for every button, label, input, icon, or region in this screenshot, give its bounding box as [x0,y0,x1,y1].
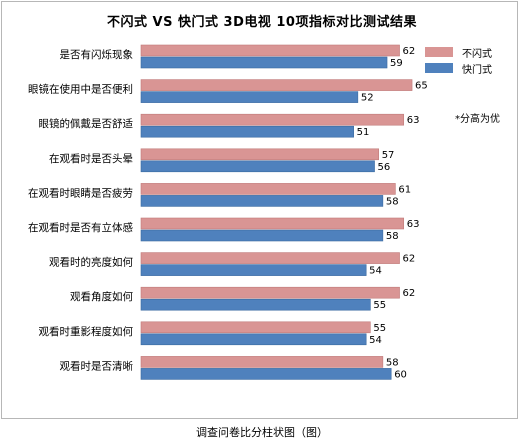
chart-title: 不闪式 VS 快门式 3D电视 10项指标对比测试结果 [107,15,417,30]
value-label-series-1: 58 [386,357,399,368]
bar-series-1 [140,252,400,264]
category-label: 在观看时是否头晕 [49,152,133,165]
bar-series-1 [140,321,371,334]
bar-series-2 [140,333,367,346]
category-label: 是否有闪烁现象 [60,48,134,61]
category-label: 在观看时是否有立体感 [28,221,133,234]
legend-swatch-series-2 [425,63,453,73]
bar-series-2 [140,195,384,207]
bar-series-2 [140,91,359,103]
bar-series-1 [140,44,400,57]
value-label-series-2: 60 [394,369,407,380]
bar-series-2 [140,368,392,380]
value-label-series-1: 55 [373,323,386,334]
bar-series-1 [140,356,384,368]
bar-series-1 [140,217,405,230]
category-label: 眼镜的佩戴是否舒适 [39,117,134,130]
value-label-series-1: 61 [398,184,411,195]
bar-series-2 [140,229,384,242]
value-label-series-1: 57 [382,150,395,161]
bar-series-2 [140,125,354,138]
value-label-series-2: 51 [357,127,370,138]
category-label: 观看时重影程度如何 [39,325,134,338]
legend-label-series-2: 快门式 [462,65,492,76]
bar-series-1 [140,79,413,91]
category-label: 观看时是否清晰 [60,359,134,372]
value-label-series-2: 52 [361,93,374,104]
value-label-series-1: 63 [407,115,420,126]
value-label-series-2: 55 [373,300,386,311]
bar-series-2 [140,298,371,311]
chart-caption: 调查问卷比分柱状图（图） [196,426,328,439]
value-label-series-2: 54 [369,266,382,277]
bar-series-2 [140,160,375,173]
note-higher-is-better: *分高为优 [455,114,500,125]
value-label-series-1: 62 [403,46,416,57]
value-label-series-1: 62 [403,288,416,299]
bar-series-2 [140,264,367,276]
bar-series-1 [140,148,379,161]
category-label: 眼镜在使用中是否便利 [28,83,133,96]
value-label-series-2: 58 [386,196,399,207]
value-label-series-1: 65 [415,81,428,92]
legend-swatch-series-1 [425,47,453,57]
category-label: 在观看时眼睛是否疲劳 [28,186,133,199]
value-label-series-1: 62 [403,254,416,265]
bar-series-1 [140,286,400,299]
value-label-series-2: 54 [369,335,382,346]
bar-series-2 [140,56,388,69]
legend-label-series-1: 不闪式 [462,49,492,60]
bar-series-1 [140,113,405,126]
value-label-series-1: 63 [407,219,420,230]
category-label: 观看时的亮度如何 [49,256,133,269]
value-label-series-2: 56 [378,162,391,173]
value-label-series-2: 58 [386,231,399,242]
category-label: 观看角度如何 [70,290,133,303]
bar-series-1 [140,183,396,195]
value-label-series-2: 59 [390,58,403,69]
